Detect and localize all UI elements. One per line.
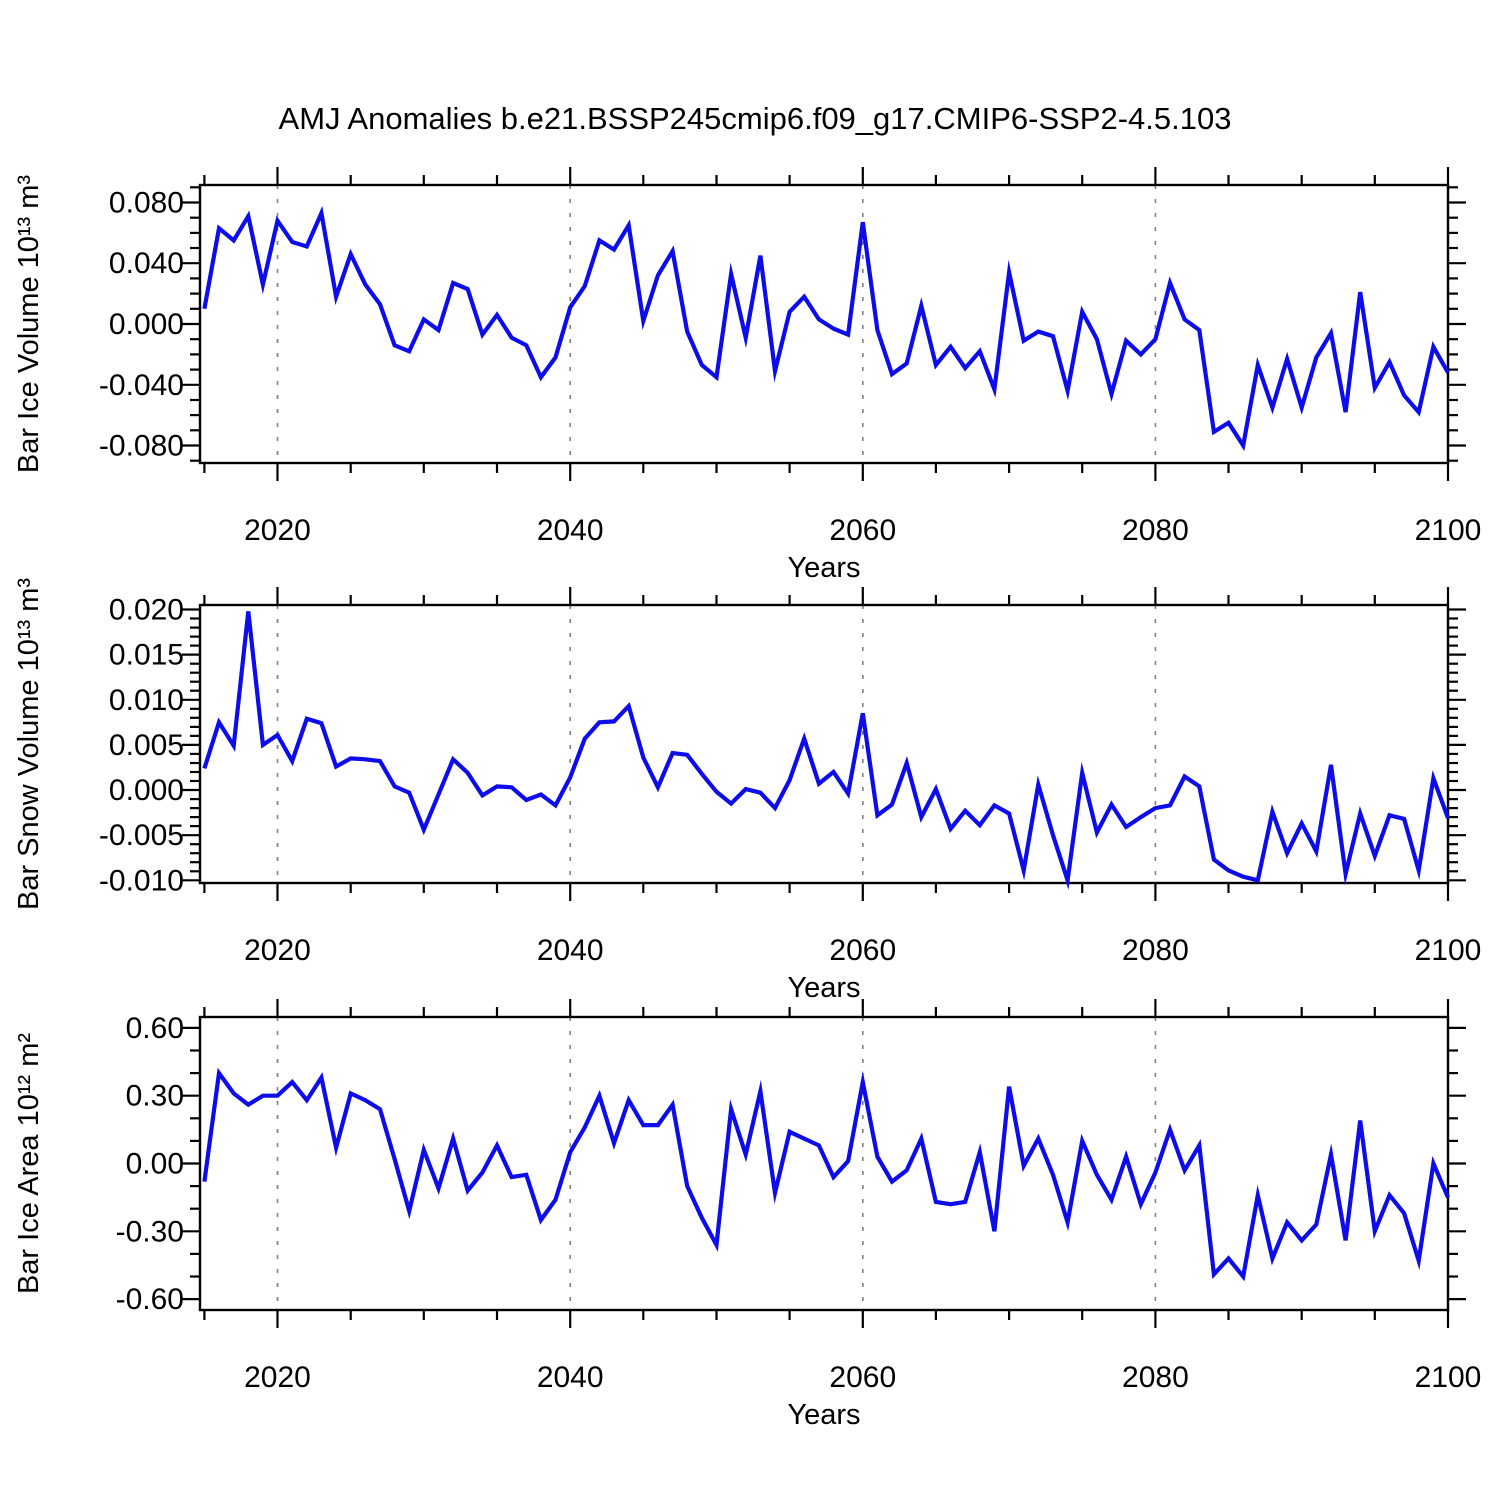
x-tick-label: 2060 — [829, 514, 896, 547]
x-axis-title: Years — [787, 552, 860, 584]
y-tick-label: 0.60 — [126, 1012, 184, 1045]
x-tick-label: 2080 — [1122, 514, 1189, 547]
y-tick-label: -0.080 — [99, 430, 184, 463]
y-tick-label: 0.00 — [126, 1148, 184, 1181]
x-tick-label: 2100 — [1415, 934, 1482, 967]
y-axis-title: Bar Ice Area 10¹² m² — [13, 1033, 45, 1294]
x-tick-label: 2040 — [537, 934, 604, 967]
axis-frame — [198, 603, 1450, 885]
x-axis-title: Years — [787, 972, 860, 1004]
x-tick-label: 2100 — [1415, 514, 1482, 547]
x-tick-label: 2020 — [244, 934, 311, 967]
y-tick-label: 0.020 — [109, 594, 184, 627]
panel-bar-snow-volume: 0.020 0.015 0.010 0.005 0.000 -0.005 -0.010 202… — [13, 578, 1481, 1004]
y-tick-label: -0.040 — [99, 369, 184, 402]
y-tick-label: 0.000 — [109, 308, 184, 341]
x-tick-label: 2060 — [829, 934, 896, 967]
chart-title: AMJ Anomalies b.e21.BSSP245cmip6.f09_g17… — [279, 101, 1232, 136]
y-tick-label: 0.040 — [109, 247, 184, 280]
y-tick-label: 0.015 — [109, 639, 184, 672]
y-tick-label: -0.30 — [116, 1215, 184, 1248]
panel-bar-ice-volume: 0.080 0.040 0.000 -0.040 -0.080 2020 2040 2060 2… — [13, 167, 1481, 584]
y-tick-label: 0.30 — [126, 1080, 184, 1113]
y-tick-label: -0.005 — [99, 819, 184, 852]
x-tick-label: 2040 — [537, 1361, 604, 1394]
y-tick-label: 0.000 — [109, 774, 184, 807]
y-tick-label: 0.005 — [109, 729, 184, 762]
series-line-bar_snow_volume_anomaly — [202, 611, 1450, 890]
axis-frame — [198, 183, 1450, 465]
x-tick-label: 2080 — [1122, 934, 1189, 967]
y-axis-title: Bar Snow Volume 10¹³ m³ — [13, 578, 45, 910]
x-tick-label: 2060 — [829, 1361, 896, 1394]
y-tick-label: 0.080 — [109, 187, 184, 220]
x-tick-label: 2020 — [244, 1361, 311, 1394]
x-tick-label: 2100 — [1415, 1361, 1482, 1394]
y-axis-title: Bar Ice Volume 10¹³ m³ — [13, 175, 45, 473]
y-tick-label: -0.60 — [116, 1283, 184, 1316]
x-tick-label: 2020 — [244, 514, 311, 547]
x-tick-label: 2080 — [1122, 1361, 1189, 1394]
x-axis-title: Years — [787, 1399, 860, 1431]
series-line-bar_ice_volume_anomaly — [202, 205, 1450, 452]
y-tick-label: -0.010 — [99, 864, 184, 897]
y-tick-label: 0.010 — [109, 684, 184, 717]
axis-frame — [198, 1015, 1450, 1312]
panel-bar-ice-area: 0.60 0.30 0.00 -0.30 -0.60 2020 2040 2060 2080 21… — [13, 999, 1481, 1431]
x-tick-label: 2040 — [537, 514, 604, 547]
series-line-bar_ice_area_anomaly — [202, 1067, 1450, 1282]
